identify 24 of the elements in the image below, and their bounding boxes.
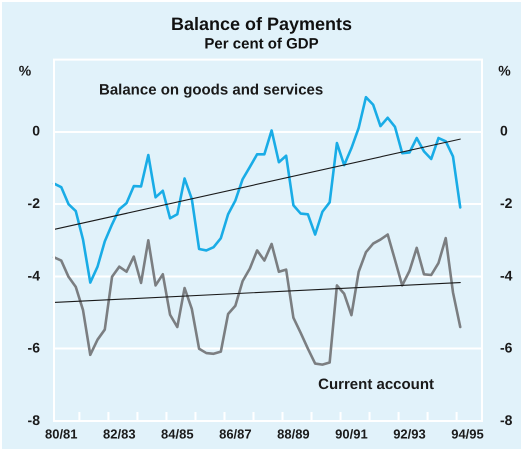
y2-tick-label: -4 <box>500 267 513 284</box>
y-tick-label: -8 <box>28 412 40 428</box>
x-tick-label: 86/87 <box>219 426 252 442</box>
x-tick-label: 94/95 <box>451 426 484 442</box>
y-axis-title: % <box>18 62 32 78</box>
x-tick-label: 80/81 <box>44 426 78 442</box>
y2-tick-label: 0 <box>500 122 508 139</box>
y-tick-label: -6 <box>28 340 40 356</box>
y2-tick-label: -6 <box>500 340 513 356</box>
x-tick-label: 90/91 <box>335 426 368 442</box>
y-tick-label: -4 <box>28 267 40 284</box>
y2-tick-label: -8 <box>500 412 513 428</box>
y-tick-label: -2 <box>28 195 40 212</box>
y2-tick-label: -2 <box>500 195 513 212</box>
x-tick-label: 88/89 <box>277 426 310 442</box>
x-tick-label: 82/83 <box>103 426 136 442</box>
series-label: Current account <box>318 376 434 394</box>
x-tick-label: 92/93 <box>393 426 426 442</box>
chart-title: Balance of Payments <box>170 14 352 34</box>
chart-subtitle: Per cent of GDP <box>204 36 319 53</box>
text: Balance on goods and services <box>99 82 324 99</box>
y2-axis-title: % <box>498 62 512 78</box>
y-tick-label: 0 <box>32 122 40 139</box>
x-tick-label: 84/85 <box>161 426 194 442</box>
